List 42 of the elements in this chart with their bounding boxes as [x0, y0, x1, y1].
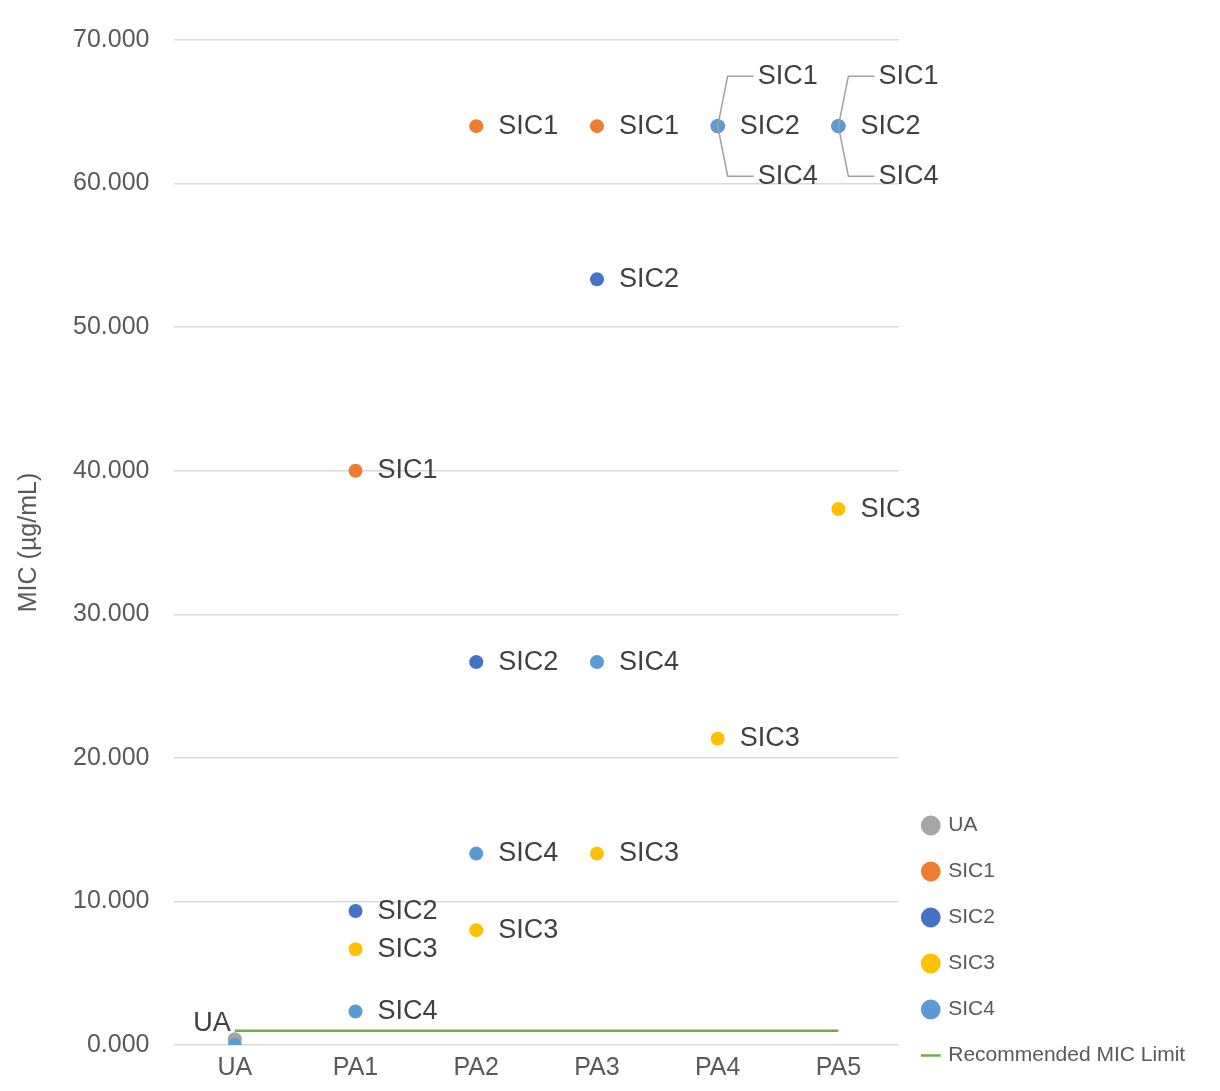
- x-tick-label: PA3: [574, 1051, 620, 1080]
- y-tick-label: 70.000: [73, 23, 150, 52]
- annotation: SIC3: [618, 837, 679, 868]
- y-tick-label: 10.000: [73, 885, 150, 914]
- legend-label: SIC4: [948, 996, 996, 1020]
- annotation: SIC4: [878, 159, 939, 190]
- x-tick-label: PA4: [694, 1051, 741, 1080]
- legend-label: Recommended MIC Limit: [948, 1042, 1186, 1066]
- annotation: SIC4: [498, 837, 559, 868]
- annotation: SIC2: [739, 109, 800, 140]
- annotation: SIC3: [377, 932, 438, 963]
- annotation: SIC4: [757, 159, 818, 190]
- x-tick-label: PA2: [453, 1051, 499, 1080]
- y-tick-label: 60.000: [73, 167, 150, 196]
- x-tick-label: PA1: [332, 1051, 379, 1080]
- legend-label: SIC1: [948, 858, 995, 882]
- annotation: SIC4: [618, 645, 679, 676]
- annotation: SIC3: [498, 913, 559, 944]
- annotation: SIC2: [498, 645, 559, 676]
- x-tick-label: PA5: [815, 1051, 862, 1080]
- annotation: SIC2: [618, 262, 679, 293]
- y-tick-label: 50.000: [73, 311, 150, 340]
- annotation: SIC4: [377, 995, 438, 1025]
- annotation: SIC2: [377, 894, 438, 925]
- x-tick-label: UA: [217, 1051, 253, 1080]
- annotation: SIC1: [377, 454, 438, 485]
- annotation: SIC3: [860, 492, 921, 523]
- legend-label: UA: [948, 812, 978, 836]
- y-tick-label: 0.000: [86, 1028, 150, 1057]
- annotation: UA: [193, 1006, 231, 1037]
- legend-label: SIC2: [948, 904, 995, 928]
- legend-label: SIC3: [948, 950, 995, 974]
- annotation: SIC1: [757, 59, 818, 90]
- y-axis-title: MIC (µg/mL): [12, 472, 41, 613]
- annotation: SIC1: [498, 109, 559, 140]
- annotation: SIC1: [878, 59, 939, 90]
- annotation: SIC2: [860, 109, 921, 140]
- annotation: SIC3: [739, 722, 800, 753]
- y-tick-label: 40.000: [73, 454, 150, 483]
- y-tick-label: 20.000: [73, 741, 150, 770]
- y-tick-label: 30.000: [73, 598, 150, 627]
- annotation: SIC1: [618, 109, 679, 140]
